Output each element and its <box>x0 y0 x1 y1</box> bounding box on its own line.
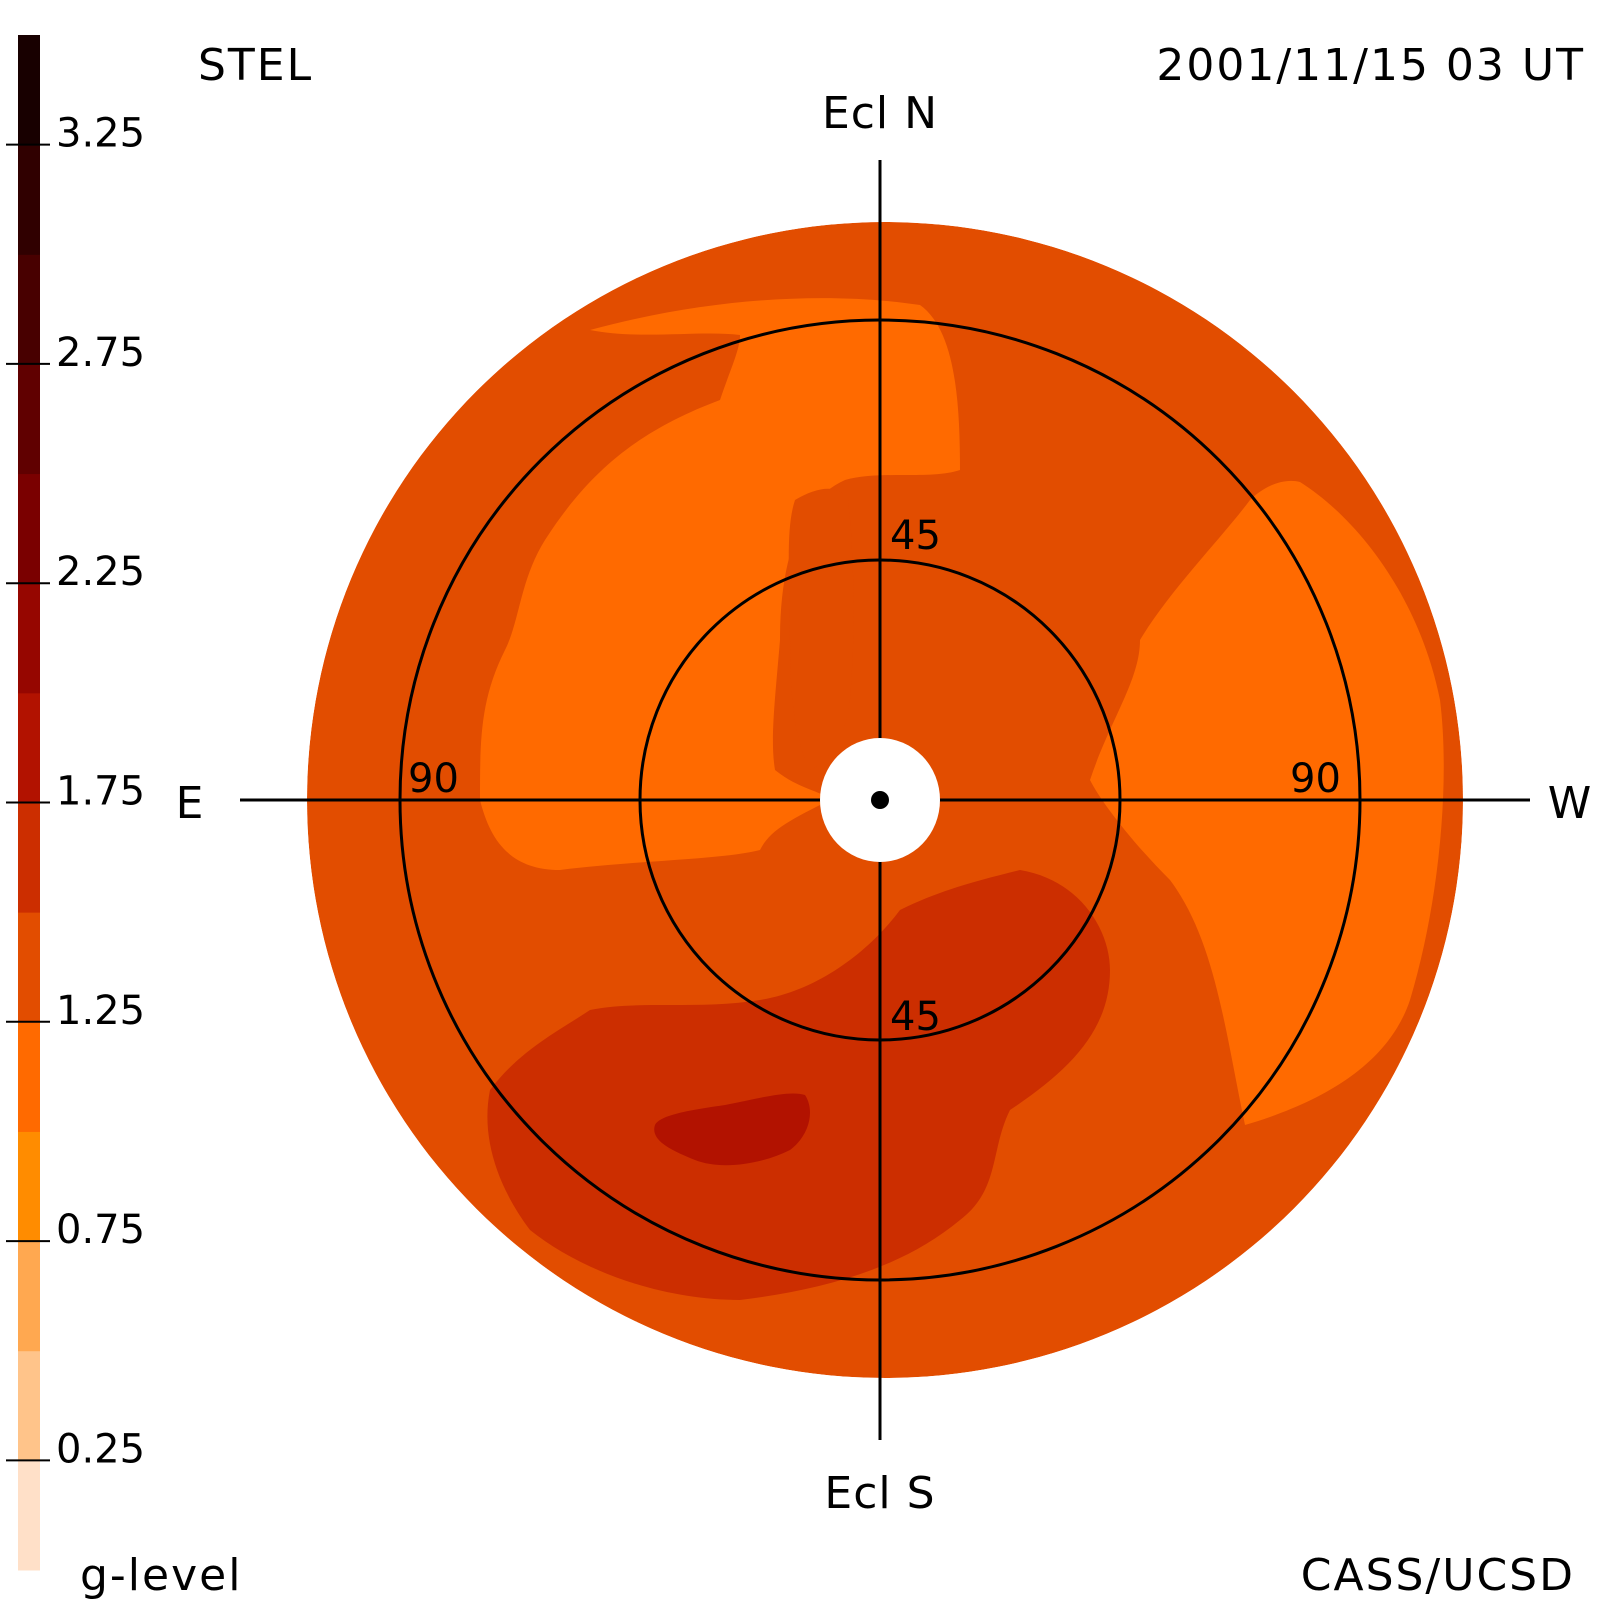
colorbar-tick-label: 2.75 <box>56 330 145 376</box>
colorbar-level-4 <box>18 1021 40 1132</box>
direction-west-label: W <box>1548 778 1593 829</box>
colorbar-level-8 <box>18 583 40 694</box>
colorbar-title: g-level <box>80 1550 242 1600</box>
ring-90-label-west: 90 <box>1290 756 1341 802</box>
direction-north-label: Ecl N <box>822 88 938 139</box>
colorbar-level-2 <box>18 1241 40 1352</box>
colorbar-level-13 <box>18 35 40 146</box>
colorbar-level-5 <box>18 912 40 1023</box>
colorbar <box>18 35 40 1571</box>
colorbar-level-3 <box>18 1131 40 1242</box>
colorbar-level-7 <box>18 692 40 803</box>
colorbar-tick-label: 0.75 <box>56 1207 145 1253</box>
colorbar-level-0 <box>18 1460 40 1571</box>
colorbar-level-9 <box>18 473 40 584</box>
colorbar-level-1 <box>18 1350 40 1461</box>
sun-center-dot <box>871 791 889 809</box>
direction-south-label: Ecl S <box>824 1468 935 1519</box>
colorbar-level-11 <box>18 254 40 365</box>
ring-90 <box>398 318 1362 1282</box>
ring-45-label-north: 45 <box>890 513 941 559</box>
colorbar-level-6 <box>18 802 40 913</box>
colorbar-tick-label: 1.75 <box>56 769 145 815</box>
map-region-north-center-darker <box>788 488 854 770</box>
colorbar-tick-label: 2.25 <box>56 549 145 595</box>
direction-east-label: E <box>176 778 205 829</box>
ring-90-label-east: 90 <box>408 756 459 802</box>
instrument-label: STEL <box>198 40 313 91</box>
ring-45 <box>638 558 1122 1042</box>
ring-45-label-south: 45 <box>890 994 941 1040</box>
map-region-west-bright <box>1090 480 1444 1125</box>
colorbar-level-12 <box>18 144 40 255</box>
map-region-northwest-bright <box>480 298 960 870</box>
colorbar-ticks: 0.25 0.75 1.25 1.75 2.25 2.75 3.25 <box>6 111 145 1472</box>
colorbar-tick-label: 3.25 <box>56 111 145 157</box>
map-region-south-core <box>654 1093 810 1166</box>
colorbar-tick-label: 0.25 <box>56 1426 145 1472</box>
timestamp-label: 2001/11/15 03 UT <box>1156 40 1585 91</box>
map-region-south-dark <box>487 870 1111 1300</box>
colorbar-tick-label: 1.25 <box>56 988 145 1034</box>
colorbar-level-10 <box>18 363 40 475</box>
credit-label: CASS/UCSD <box>1301 1550 1575 1600</box>
